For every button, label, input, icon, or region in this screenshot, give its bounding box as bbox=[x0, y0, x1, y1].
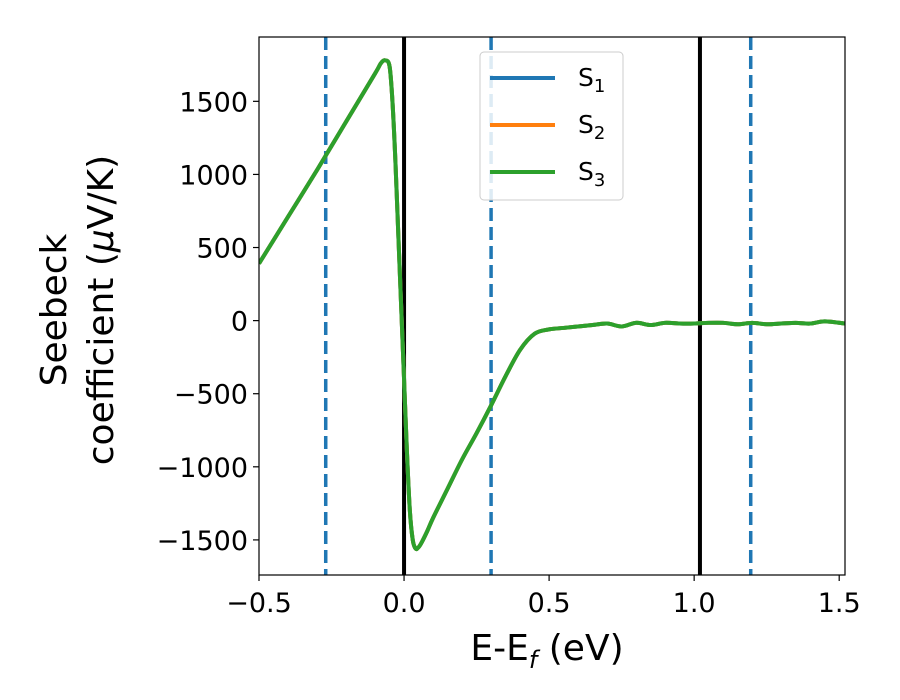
x-axis-label-main: E-E bbox=[470, 628, 528, 669]
y-tick-label: 500 bbox=[196, 234, 248, 265]
y-axis-label-post: V/K) bbox=[81, 155, 122, 229]
legend-entry-s3: S3 bbox=[490, 157, 605, 191]
x-axis-label-tail: (eV) bbox=[537, 628, 623, 669]
series-line-s3 bbox=[259, 58, 845, 552]
legend-label-s3: S3 bbox=[578, 157, 605, 191]
y-axis-label-line1: Seebeck bbox=[34, 233, 75, 386]
legend-label-s1: S1 bbox=[578, 63, 605, 97]
legend-label-s2: S2 bbox=[578, 110, 605, 144]
axis-ticks: −0.5 0.0 0.5 1.0 1.5 −1500 −1000 −500 0 500 1000 15… bbox=[157, 87, 861, 619]
y-tick-label: −1500 bbox=[157, 526, 248, 557]
x-axis-label: E-Ef (eV) bbox=[470, 628, 623, 674]
y-tick-label: 1500 bbox=[179, 87, 248, 118]
y-axis-label-mu: μ bbox=[81, 229, 122, 253]
y-tick-label: 0 bbox=[231, 307, 248, 338]
legend-entry-s2: S2 bbox=[490, 110, 605, 144]
y-axis-label-line2: coefficient (μV/K) bbox=[81, 155, 122, 465]
plot-content bbox=[259, 37, 845, 575]
y-tick-label: −500 bbox=[174, 380, 248, 411]
y-axis-label-pre: coefficient ( bbox=[81, 252, 122, 465]
legend: S1 S2 S3 bbox=[479, 51, 624, 201]
x-tick-label: 0.0 bbox=[383, 588, 426, 619]
plot-lines bbox=[259, 37, 845, 575]
plot-frame bbox=[258, 36, 846, 576]
x-tick-label: 0.5 bbox=[528, 588, 571, 619]
x-tick-label: −0.5 bbox=[226, 588, 292, 619]
x-tick-label: 1.0 bbox=[673, 588, 716, 619]
x-tick-label: 1.5 bbox=[818, 588, 861, 619]
y-tick-label: 1000 bbox=[179, 160, 248, 191]
y-tick-label: −1000 bbox=[157, 453, 248, 484]
legend-entry-s1: S1 bbox=[490, 63, 605, 97]
